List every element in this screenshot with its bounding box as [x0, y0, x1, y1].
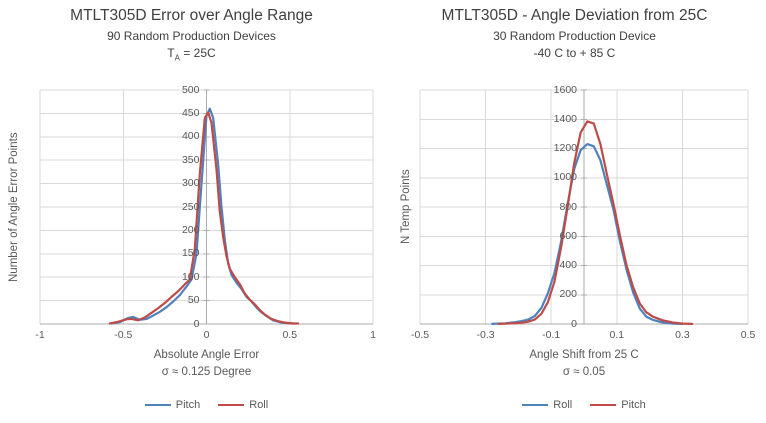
x-axis-sigma: σ ≈ 0.05 — [562, 366, 606, 378]
legend-label: Pitch — [621, 399, 646, 411]
legend-line-icon — [590, 403, 617, 407]
chart-condition: -40 C to + 85 C — [533, 46, 616, 60]
plot-svg — [39, 89, 374, 325]
legend-line-icon — [218, 403, 245, 407]
legend-label: Roll — [249, 399, 269, 411]
chart-error-over-angle-range: MTLT305D Error over Angle Range 90 Rando… — [0, 7, 383, 411]
legend-label: Pitch — [175, 399, 201, 411]
chart-title: MTLT305D - Angle Deviation from 25C — [441, 7, 708, 24]
chart-title: MTLT305D Error over Angle Range — [70, 7, 313, 24]
legend-item-pitch: Pitch — [144, 399, 201, 411]
chart-angle-deviation-from-25c: MTLT305D - Angle Deviation from 25C 30 R… — [383, 0, 766, 423]
x-tick-label: -1 — [35, 329, 45, 341]
legend-line-icon — [522, 403, 549, 407]
x-tick-label: 0 — [203, 329, 210, 341]
chart-subtitle: 30 Random Production Device — [493, 29, 656, 43]
legend-item-roll: Roll — [218, 399, 268, 411]
condition-symbol: T — [167, 46, 175, 60]
legend-label: Roll — [553, 399, 573, 411]
condition-subscript: A — [174, 53, 180, 63]
y-axis-title: N Temp Points — [400, 169, 412, 245]
legend-item-roll: Roll — [522, 399, 572, 411]
x-tick-label: 0.5 — [282, 329, 298, 341]
legend: Pitch Roll — [40, 399, 373, 411]
x-tick-label: -0.3 — [476, 329, 495, 341]
x-axis-title: Absolute Angle Error — [153, 349, 260, 361]
legend-line-icon — [144, 403, 171, 407]
series-line-roll — [491, 142, 684, 325]
x-tick-label: -0.1 — [542, 329, 561, 341]
chart-subtitle: 90 Random Production Devices — [107, 29, 276, 43]
x-tick-label: 0.1 — [609, 329, 625, 341]
legend: Roll Pitch — [420, 399, 748, 411]
series-line-roll — [108, 111, 300, 325]
series-line-pitch — [497, 120, 694, 325]
x-tick-label: 0.3 — [675, 329, 690, 341]
x-tick-label: 0.5 — [740, 329, 756, 341]
plot-svg — [419, 89, 749, 325]
chart-condition: TA = 25C — [0, 46, 383, 62]
x-tick-label: -0.5 — [410, 329, 430, 341]
x-axis-title: Angle Shift from 25 C — [529, 349, 639, 361]
x-axis-sigma: σ ≈ 0.125 Degree — [161, 366, 252, 378]
legend-item-pitch: Pitch — [590, 399, 646, 411]
y-axis-title: Number of Angle Error Points — [8, 132, 20, 282]
condition-value: = 25C — [179, 46, 216, 60]
x-tick-label: -0.5 — [114, 329, 133, 341]
